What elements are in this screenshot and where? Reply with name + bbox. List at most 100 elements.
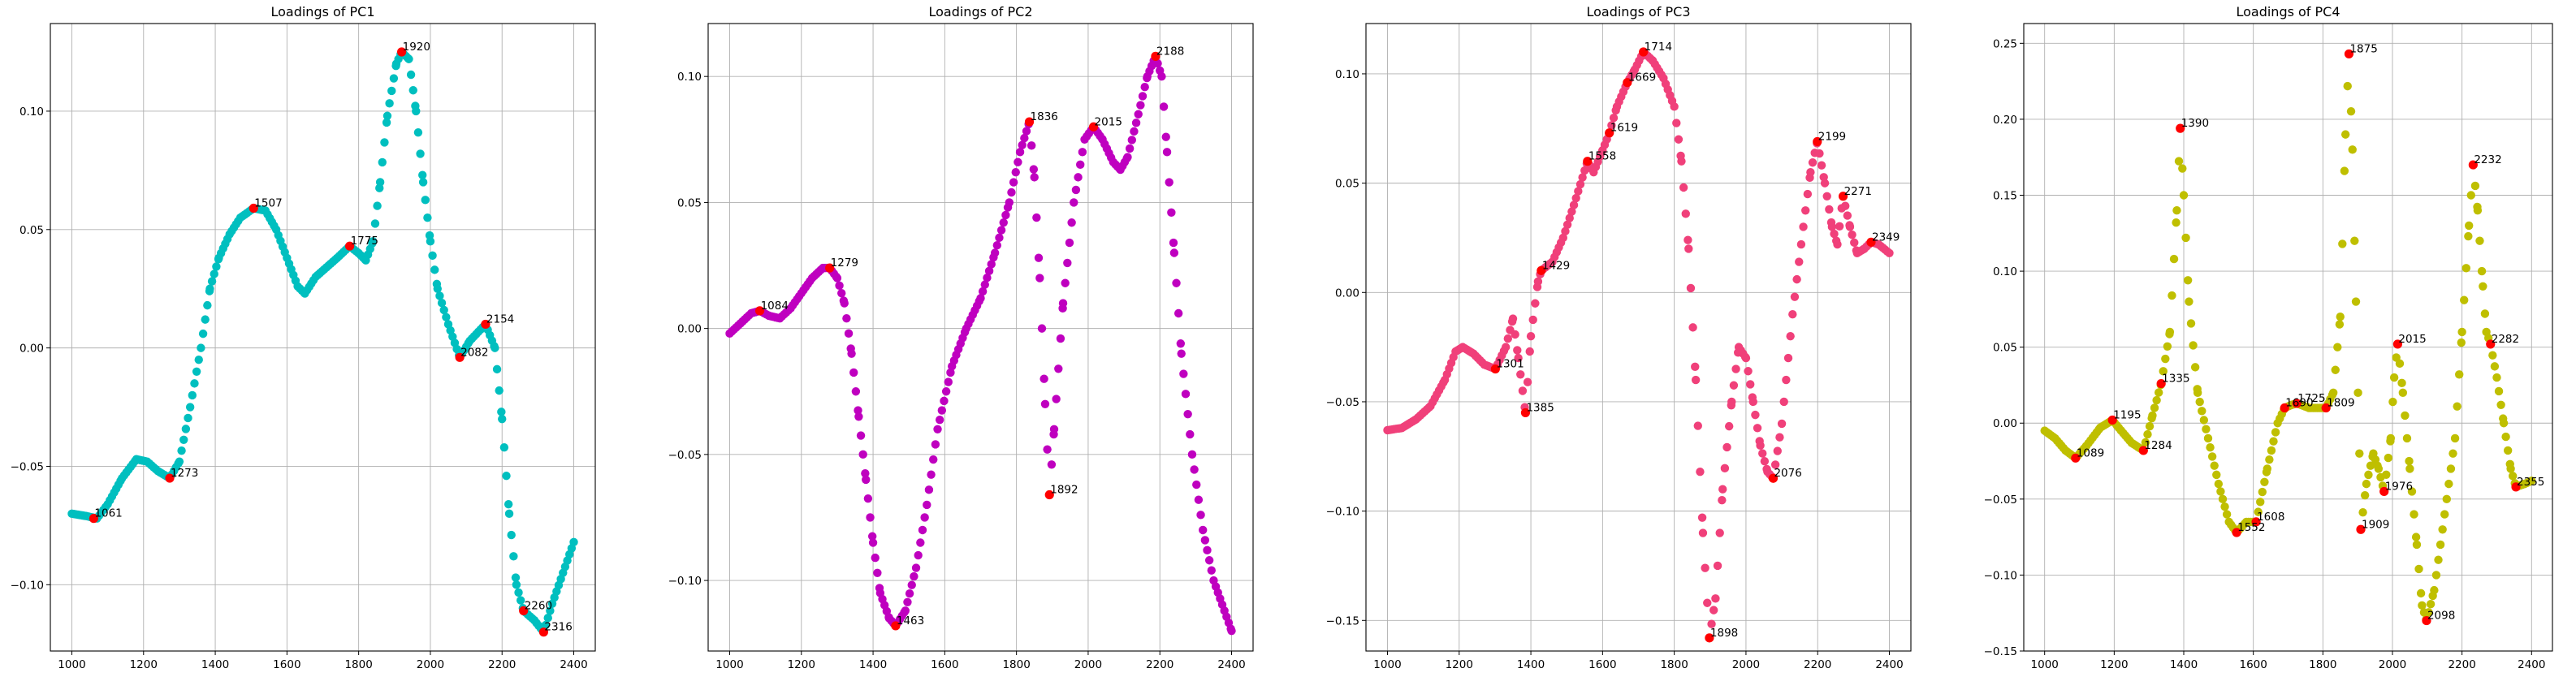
data-point — [2335, 320, 2345, 329]
data-point — [1715, 528, 1724, 537]
data-point — [980, 280, 989, 289]
peak-marker — [2392, 339, 2403, 349]
data-point — [2181, 233, 2190, 243]
data-point — [2440, 510, 2449, 519]
data-point — [2195, 397, 2204, 407]
data-point — [1790, 292, 1800, 301]
data-point — [2198, 407, 2206, 416]
axes-frame — [707, 23, 1254, 652]
axes-frame — [2023, 23, 2553, 652]
data-point — [858, 450, 867, 459]
peak-marker — [1623, 78, 1632, 88]
data-point — [1032, 213, 1041, 222]
data-point — [914, 550, 923, 560]
data-point — [1049, 425, 1059, 434]
data-point — [1841, 201, 1850, 210]
data-point — [911, 563, 921, 572]
data-point — [2178, 164, 2187, 173]
data-point — [2143, 429, 2152, 439]
data-point — [2331, 365, 2340, 374]
data-point — [1203, 545, 1212, 555]
x-tick-label: 2400 — [1217, 658, 1245, 671]
data-point — [1850, 238, 1859, 248]
data-point — [2150, 403, 2159, 412]
data-point — [2492, 373, 2501, 382]
x-tick-label: 1200 — [130, 658, 158, 671]
data-point — [1718, 485, 1727, 494]
data-point — [1027, 141, 1036, 150]
data-point — [428, 251, 437, 261]
data-point — [2267, 446, 2276, 455]
chart-panel-pc3: Loadings of PC3 1000 1200 1400 1600 1800 2000 2… — [1326, 4, 1912, 671]
data-point — [1788, 310, 1797, 319]
data-point — [426, 237, 435, 246]
data-point — [1001, 210, 1010, 220]
data-point — [2185, 297, 2193, 306]
data-point — [1677, 157, 1686, 166]
peak-marker — [2107, 415, 2117, 425]
data-point — [1018, 140, 1027, 149]
data-point — [2477, 266, 2487, 276]
data-point — [421, 196, 430, 205]
peak-label: 1909 — [2362, 518, 2389, 531]
peak-label: 1898 — [1710, 627, 1738, 640]
data-point — [2466, 191, 2475, 200]
peak-label: 1809 — [2327, 397, 2354, 410]
data-point — [1713, 561, 1722, 571]
peak-marker — [1866, 237, 1876, 247]
data-point — [2271, 428, 2280, 437]
data-point — [2340, 166, 2349, 175]
data-point — [1753, 424, 1762, 433]
data-point — [996, 226, 1006, 235]
peak-marker — [455, 352, 465, 362]
data-point — [2479, 282, 2487, 291]
peak-marker — [1088, 122, 1099, 132]
y-tick-label: −0.05 — [11, 460, 44, 473]
data-point — [1681, 209, 1690, 218]
peak-label: 1714 — [1645, 41, 1672, 54]
peak-marker — [89, 514, 99, 524]
data-point — [1020, 133, 1029, 143]
data-point — [1724, 421, 1734, 431]
data-point — [1779, 397, 1788, 407]
peak-marker — [2156, 378, 2166, 389]
data-point — [2457, 338, 2466, 347]
x-tick-label: 2400 — [1875, 658, 1903, 671]
peak-label: 1892 — [1050, 484, 1078, 497]
data-point — [504, 509, 514, 519]
data-point — [1503, 334, 1513, 343]
data-point — [1845, 222, 1855, 231]
data-point — [1885, 248, 1894, 258]
data-point — [1741, 353, 1751, 363]
data-point — [499, 442, 509, 452]
x-tick-label: 2400 — [2518, 658, 2545, 671]
data-point — [1575, 179, 1585, 189]
data-point — [2333, 343, 2342, 351]
peak-label: 2271 — [1844, 185, 1872, 198]
peak-marker — [1813, 136, 1822, 147]
data-point — [1795, 257, 1804, 266]
data-point — [197, 343, 205, 352]
data-point — [1177, 349, 1186, 358]
y-tick-label: −0.15 — [1984, 645, 2017, 658]
peak-marker — [2232, 528, 2241, 537]
data-point — [2494, 386, 2504, 396]
data-point — [2154, 388, 2163, 397]
data-point — [1758, 449, 1767, 458]
peak-marker — [2138, 446, 2148, 455]
data-point — [2436, 540, 2445, 550]
data-point — [1744, 367, 1753, 376]
data-point — [1157, 71, 1166, 81]
data-point — [2430, 585, 2439, 595]
data-point — [918, 525, 927, 535]
data-point — [2464, 231, 2473, 241]
peak-label: 1335 — [2162, 373, 2189, 386]
data-point — [2455, 370, 2464, 379]
x-tick-label: 1400 — [1517, 658, 1545, 671]
data-point — [2389, 373, 2399, 382]
peak-marker — [249, 203, 258, 213]
chart-title: Loadings of PC3 — [1586, 4, 1690, 19]
data-point — [2442, 494, 2451, 504]
peak-marker — [2321, 403, 2331, 413]
data-point — [541, 620, 551, 630]
